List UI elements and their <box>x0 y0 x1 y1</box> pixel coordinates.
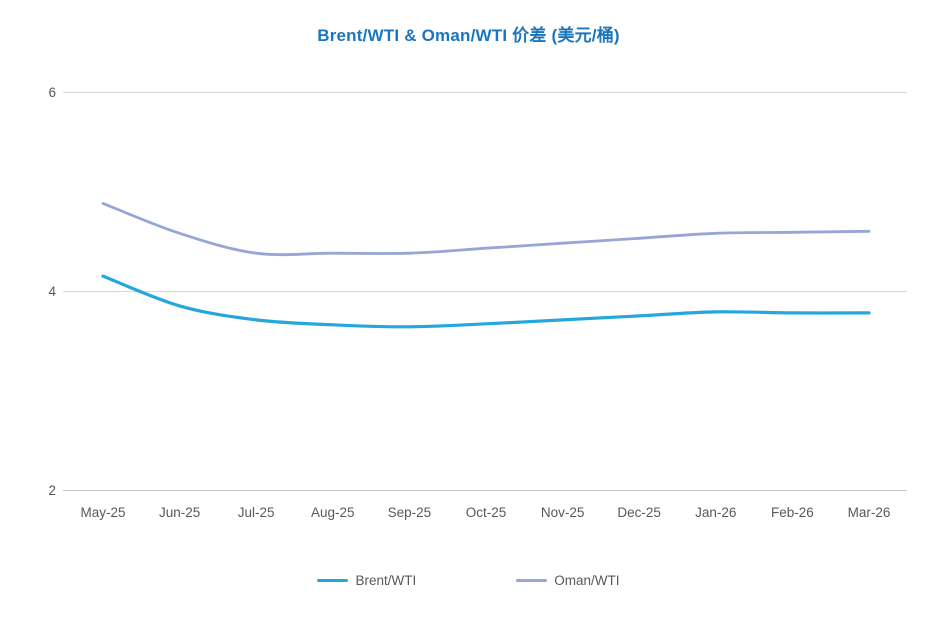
oman-wti-line-swatch <box>516 579 548 582</box>
x-axis-tick-label: Dec-25 <box>617 505 661 520</box>
x-axis-tick-label: Oct-25 <box>466 505 507 520</box>
x-axis-tick-label: Jan-26 <box>695 505 736 520</box>
legend-item-brent-wti: Brent/WTI <box>317 573 416 588</box>
x-axis-tick-label: May-25 <box>80 505 125 520</box>
y-axis-tick-label: 4 <box>48 284 56 299</box>
legend-label-oman-wti: Oman/WTI <box>554 573 620 588</box>
legend: Brent/WTI Oman/WTI <box>0 573 937 588</box>
x-axis-tick-label: Jun-25 <box>159 505 200 520</box>
x-axis-tick-label: Jul-25 <box>238 505 275 520</box>
chart-title: Brent/WTI & Oman/WTI 价差 (美元/桶) <box>317 26 620 45</box>
x-axis-tick-label: Feb-26 <box>771 505 814 520</box>
x-axis-tick-label: Mar-26 <box>848 505 891 520</box>
legend-label-brent-wti: Brent/WTI <box>355 573 417 588</box>
legend-item-oman-wti: Oman/WTI <box>516 573 620 588</box>
y-axis-tick-label: 6 <box>48 85 56 100</box>
x-axis-tick-label: Sep-25 <box>388 505 432 520</box>
x-axis-tick-label: Aug-25 <box>311 505 355 520</box>
x-axis-tick-label: Nov-25 <box>541 505 585 520</box>
series-line-oman-wti <box>101 202 871 257</box>
y-axis-tick-label: 2 <box>48 483 56 498</box>
brent-wti-line-swatch <box>317 579 349 582</box>
series-line-brent-wti <box>101 274 871 329</box>
